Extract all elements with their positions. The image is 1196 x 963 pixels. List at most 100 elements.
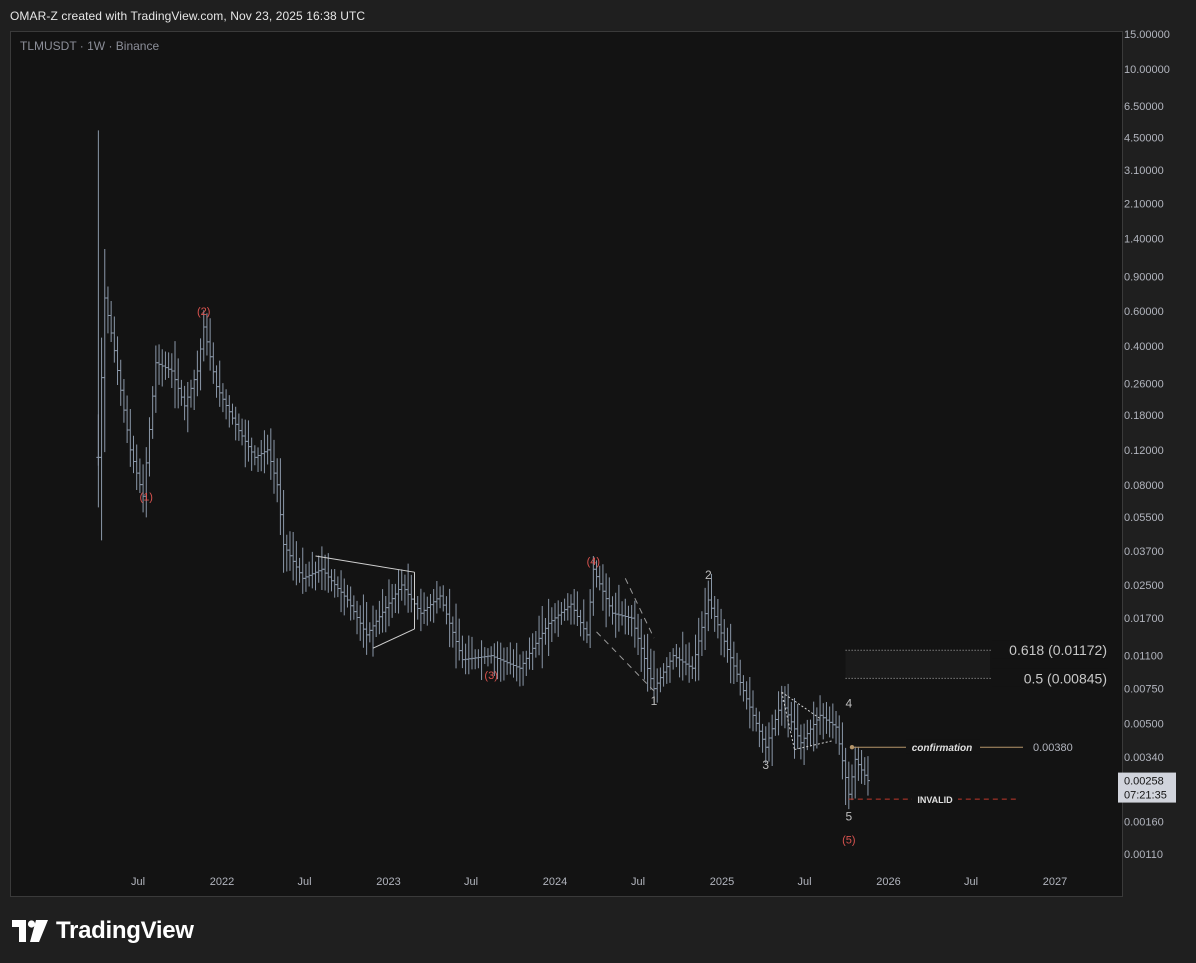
ohlc-bar <box>287 531 292 571</box>
minor-wave-label: 1 <box>651 694 658 708</box>
ohlc-bar <box>636 613 641 655</box>
ohlc-bar <box>220 383 225 413</box>
ohlc-bar <box>616 584 621 632</box>
ohlc-bars <box>96 249 870 810</box>
ohlc-bar <box>173 341 178 409</box>
ohlc-bar <box>559 602 564 625</box>
fib-label-background <box>992 640 1108 659</box>
ohlc-bar <box>236 413 241 441</box>
ohlc-bar <box>393 583 398 614</box>
ohlc-bar <box>121 379 126 423</box>
ohlc-bar <box>99 337 104 541</box>
ohlc-bar <box>501 647 506 681</box>
x-axis-tick-label: 2025 <box>710 876 734 888</box>
ohlc-bar <box>319 546 324 590</box>
y-axis-tick-label: 1.40000 <box>1124 233 1164 245</box>
ohlc-bar <box>118 359 123 406</box>
y-axis-tick-label: 0.26000 <box>1124 378 1164 390</box>
ohlc-bar <box>134 444 139 490</box>
pennant-left-dotted-line <box>781 692 796 750</box>
ohlc-bar <box>284 534 289 572</box>
ohlc-bar <box>849 764 854 801</box>
ohlc-bar <box>508 642 513 675</box>
ohlc-bar <box>597 565 602 591</box>
ohlc-bar <box>457 618 462 661</box>
ohlc-bar <box>192 369 197 411</box>
ohlc-bar <box>712 596 717 632</box>
ohlc-bar <box>115 336 120 385</box>
ohlc-bar <box>680 631 685 681</box>
tradingview-logo-icon <box>12 920 48 942</box>
minor-wave-label: 5 <box>845 810 852 824</box>
ohlc-bar <box>390 584 395 618</box>
confirmation-price-label: 0.00380 <box>1033 742 1073 754</box>
ohlc-bar <box>441 585 446 612</box>
ohlc-bar <box>380 589 385 633</box>
ohlc-bar <box>862 757 867 785</box>
y-axis-tick-label: 10.00000 <box>1124 64 1170 76</box>
ohlc-bar <box>667 651 672 683</box>
current-price-box[interactable] <box>1118 772 1176 803</box>
ohlc-bar <box>537 615 542 656</box>
ohlc-bar <box>147 417 152 477</box>
x-axis-tick-label: Jul <box>964 876 978 888</box>
invalid-label-background <box>912 792 958 807</box>
ohlc-bar <box>460 635 465 669</box>
ohlc-bar <box>246 420 251 462</box>
ohlc-bar <box>243 419 248 468</box>
ohlc-bar <box>693 634 698 682</box>
ohlc-bar <box>179 379 184 406</box>
ohlc-bar <box>588 589 593 649</box>
ohlc-bar <box>728 623 733 684</box>
tradingview-brand[interactable]: TradingView <box>12 915 194 947</box>
ohlc-bar <box>795 704 800 750</box>
ohlc-bar <box>370 605 375 657</box>
ohlc-bar <box>798 724 803 760</box>
ohlc-bar <box>731 641 736 684</box>
ohlc-bar <box>176 358 181 409</box>
ohlc-bar <box>607 577 612 617</box>
ohlc-bar <box>476 649 481 669</box>
ohlc-bar <box>383 596 388 633</box>
fib-zone-fill <box>845 650 990 679</box>
ohlc-bar <box>482 647 487 664</box>
ohlc-bar <box>658 667 663 693</box>
ohlc-bar <box>252 445 257 466</box>
ohlc-bar <box>307 561 312 587</box>
ohlc-bar <box>316 555 321 583</box>
ohlc-bar <box>150 386 155 439</box>
ohlc-bar <box>281 489 286 573</box>
ohlc-bar <box>514 642 519 682</box>
ohlc-bar <box>204 313 209 356</box>
ohlc-bar <box>275 458 280 503</box>
y-axis-tick-label: 0.60000 <box>1124 306 1164 318</box>
ohlc-bar <box>632 600 637 648</box>
ohlc-bar <box>125 395 130 444</box>
ohlc-bar <box>505 647 510 675</box>
major-wave-label: (4) <box>587 556 600 568</box>
ohlc-bar <box>738 659 743 696</box>
minor-wave-label: 2 <box>705 568 712 582</box>
y-axis-tick-label: 3.10000 <box>1124 165 1164 177</box>
header-bar: OMAR-Z created with TradingView.com, Nov… <box>0 0 1196 31</box>
y-axis-tick-label: 0.00160 <box>1124 817 1164 829</box>
ohlc-bar <box>291 532 296 581</box>
ohlc-bar <box>766 722 771 762</box>
ohlc-bar <box>568 594 573 625</box>
y-axis-tick-label: 0.01100 <box>1124 651 1163 663</box>
ohlc-bar <box>751 690 756 732</box>
ohlc-bar <box>722 619 727 658</box>
ohlc-bar <box>489 646 494 664</box>
ohlc-bar <box>278 458 283 535</box>
current-price-label: 0.00258 <box>1124 776 1164 788</box>
ohlc-bar <box>431 589 436 623</box>
ohlc-bar <box>530 633 535 670</box>
symbol-label: TLMUSDT · 1W · Binance <box>20 39 159 53</box>
ohlc-bar <box>549 607 554 643</box>
ohlc-bar <box>805 719 810 751</box>
fib-level-label: 0.5 (0.00845) <box>1024 670 1107 686</box>
ohlc-bar <box>364 601 369 655</box>
ohlc-bar <box>444 596 449 625</box>
ohlc-bar <box>744 681 749 710</box>
